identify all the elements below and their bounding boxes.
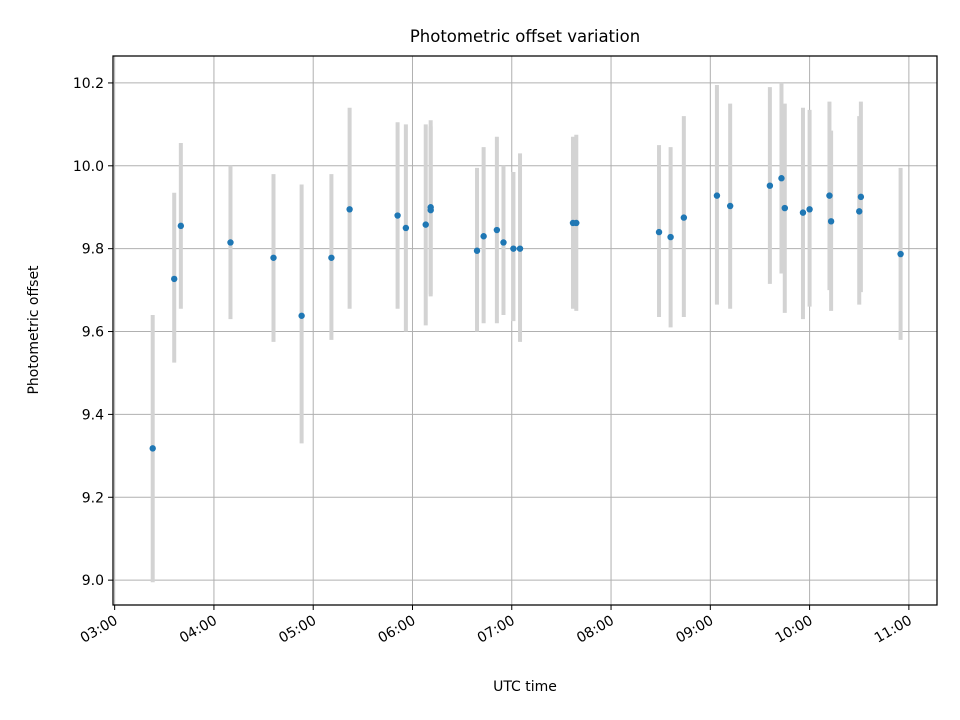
data-point	[171, 275, 178, 283]
data-point	[897, 250, 904, 258]
data-point	[270, 254, 277, 261]
y-tick-label: 9.0	[82, 573, 104, 589]
data-point	[857, 193, 865, 201]
data-point	[778, 175, 785, 182]
data-point	[827, 218, 835, 225]
data-point	[227, 239, 234, 246]
data-point	[500, 239, 507, 246]
data-point	[573, 219, 580, 227]
data-point	[427, 206, 434, 214]
data-point	[480, 233, 487, 240]
data-point	[149, 445, 156, 452]
data-point	[680, 214, 688, 221]
y-tick-label: 9.8	[82, 242, 104, 258]
data-point	[667, 233, 674, 241]
data-points	[149, 175, 904, 452]
data-point	[856, 208, 863, 215]
data-point	[394, 212, 401, 219]
data-point	[655, 228, 663, 236]
data-point	[402, 224, 410, 232]
plot-frame	[112, 55, 938, 606]
data-point	[346, 206, 353, 213]
y-tick-label: 10.0	[73, 159, 104, 175]
data-point	[806, 206, 813, 213]
y-tick-label: 9.4	[82, 407, 104, 423]
data-point	[516, 245, 524, 252]
y-axis-ticks: 9.0 9.2 9.4 9.6 9.8 10.0 10.2	[73, 76, 113, 589]
x-axis-label: UTC time	[493, 679, 557, 695]
data-point	[422, 221, 429, 228]
data-point	[799, 209, 807, 216]
data-point	[473, 247, 481, 254]
data-point	[298, 312, 305, 319]
data-point	[826, 192, 833, 199]
data-point	[766, 182, 774, 189]
data-point	[781, 204, 788, 212]
y-tick-label: 10.2	[73, 76, 104, 92]
data-point	[726, 202, 734, 210]
data-point	[177, 222, 185, 230]
data-point	[493, 226, 501, 234]
chart-title: Photometric offset variation	[410, 27, 640, 46]
data-point	[328, 254, 335, 261]
y-axis-label: Photometric offset	[26, 265, 42, 395]
y-tick-label: 9.2	[82, 490, 104, 506]
data-point	[510, 245, 517, 252]
grid-lines	[113, 56, 937, 605]
y-tick-label: 9.6	[82, 325, 104, 341]
data-point	[713, 192, 721, 199]
